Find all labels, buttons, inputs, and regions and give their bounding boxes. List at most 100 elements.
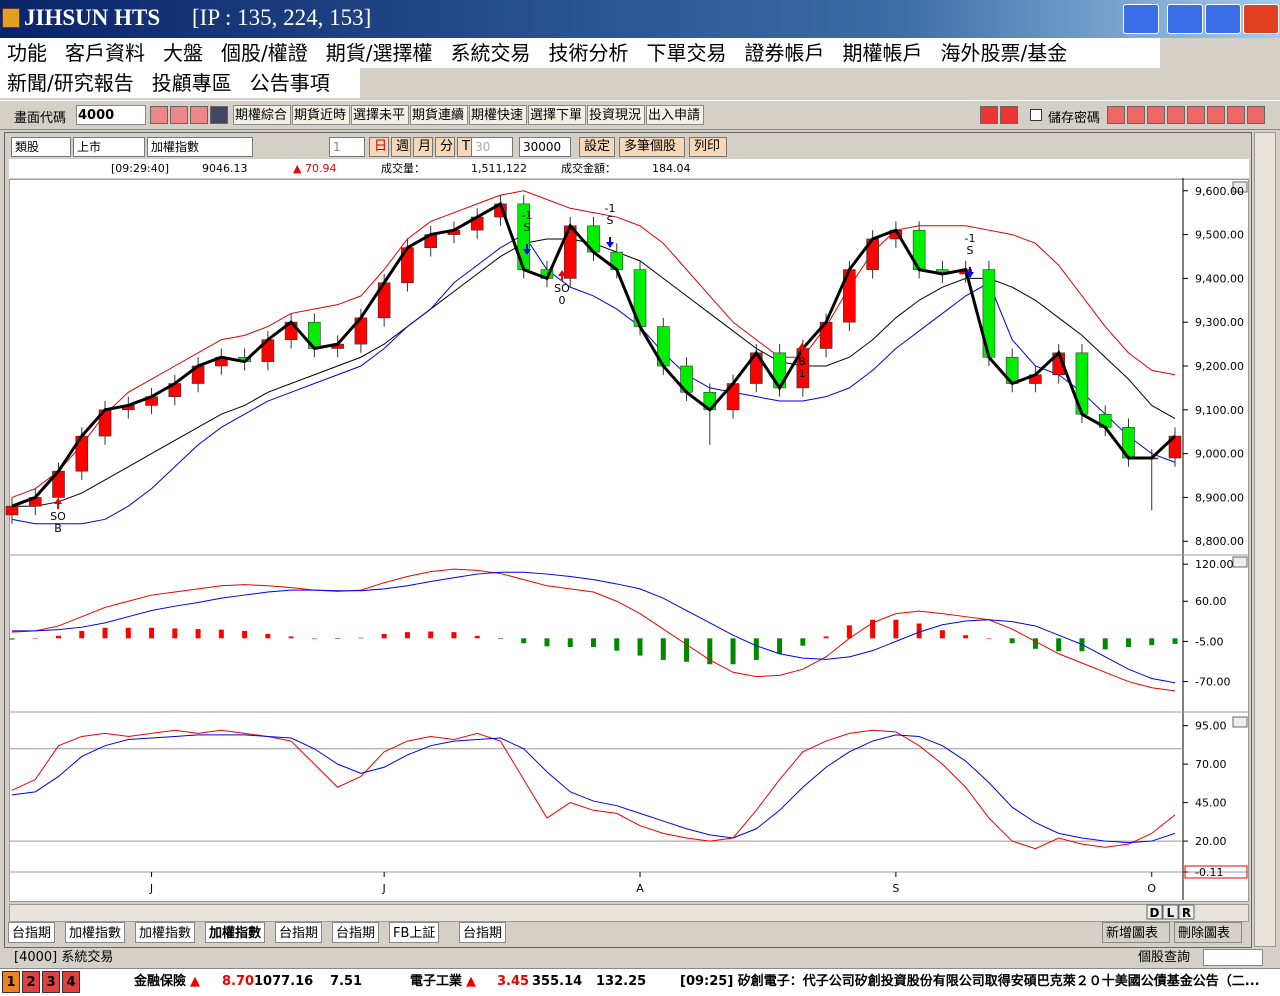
- stock-query[interactable]: 個股查詢: [1138, 950, 1191, 965]
- chart-tab[interactable]: 台指期: [8, 922, 56, 943]
- toolbar-button[interactable]: 期權綜合: [233, 105, 291, 125]
- amount: 184.04: [652, 162, 691, 175]
- tool-icon[interactable]: [1107, 106, 1125, 124]
- menu-item[interactable]: 期權帳戶: [842, 41, 923, 65]
- menu-item[interactable]: 個股/權證: [221, 41, 308, 65]
- menu-item[interactable]: 期貨/選擇權: [325, 41, 433, 65]
- menu-item[interactable]: 功能: [7, 41, 47, 65]
- chart-button[interactable]: 刪除圖表: [1174, 922, 1242, 943]
- chart-tab[interactable]: 加權指數: [65, 922, 126, 943]
- menu-row: 功能 客戶資料 大盤 個股/權證 期貨/選擇權 系統交易 技術分析 下單交易 證券帳戶 期權帳戶海…: [0, 38, 1160, 68]
- select-box[interactable]: 加權指數: [147, 137, 253, 157]
- macd-bar: [381, 633, 387, 639]
- macd-bar: [1149, 638, 1155, 646]
- period-button[interactable]: 日: [369, 137, 389, 157]
- macd-bar: [32, 638, 38, 639]
- control-button[interactable]: 設定: [579, 137, 615, 157]
- close-button[interactable]: [1243, 4, 1279, 34]
- period-button[interactable]: 週: [391, 137, 411, 157]
- macd-bar: [102, 627, 108, 639]
- spin-box[interactable]: 1: [329, 137, 365, 157]
- toolbar-button[interactable]: 投資現況: [587, 105, 645, 125]
- chart-tab[interactable]: 台指期: [459, 922, 507, 943]
- chart-tab[interactable]: 加權指數: [135, 922, 196, 943]
- toolbar-button[interactable]: 期貨連續: [410, 105, 468, 125]
- menu-item[interactable]: 投顧專區: [151, 71, 232, 95]
- macd-bar: [846, 625, 852, 639]
- macd-bar: [265, 633, 271, 639]
- period-button[interactable]: 分: [435, 137, 455, 157]
- pane-menu-button: [1232, 556, 1248, 568]
- toolbar-icon[interactable]: [170, 106, 188, 124]
- tool-icon[interactable]: [1167, 106, 1185, 124]
- volume-label: 成交量：: [381, 162, 425, 175]
- toolbar-button[interactable]: 期權快速: [469, 105, 527, 125]
- select-box[interactable]: 類股: [11, 137, 71, 157]
- count-box[interactable]: 30000: [519, 137, 571, 157]
- menu-item[interactable]: 大盤: [163, 41, 203, 65]
- task-tab[interactable]: [4000] 系統交易: [14, 950, 114, 965]
- chart-tab[interactable]: 台指期: [275, 922, 323, 943]
- nav-icon[interactable]: [1000, 106, 1018, 124]
- toolbar-icon[interactable]: [190, 106, 208, 124]
- macd-bar: [730, 638, 736, 665]
- tool-icon[interactable]: [1187, 106, 1205, 124]
- chart-button[interactable]: 新增圖表: [1102, 922, 1170, 943]
- menu-item[interactable]: 海外股票/基金: [940, 41, 1068, 65]
- macd-bar: [521, 638, 527, 644]
- nav-icon[interactable]: [980, 106, 998, 124]
- news-ticker: [09:25] 矽創電子：代子公司矽創投資股份有限公司取得安碩巴克萊２０十美國公…: [680, 974, 1260, 989]
- pane-menu-button: [1232, 181, 1248, 193]
- menu-item[interactable]: 公告事項: [249, 71, 330, 95]
- menu-item[interactable]: 新聞/研究報告: [7, 71, 134, 95]
- menu-item[interactable]: 技術分析: [548, 41, 629, 65]
- toolbar-button[interactable]: 出入申請: [646, 105, 704, 125]
- code-input[interactable]: 4000: [76, 105, 146, 125]
- amount-label: 成交金額：: [561, 162, 616, 175]
- signal-label: S: [967, 244, 974, 257]
- toolbar-button[interactable]: 期貨近時: [292, 105, 350, 125]
- chart-tab[interactable]: 加權指數: [205, 922, 266, 943]
- vertical-scrollbar[interactable]: [1254, 132, 1276, 947]
- control-button[interactable]: 列印: [689, 137, 727, 157]
- macd-bar: [777, 638, 783, 654]
- y-tick-label: 8,800.00: [1195, 535, 1244, 548]
- control-button[interactable]: 多筆個股: [619, 137, 685, 157]
- query-input[interactable]: [1203, 949, 1263, 966]
- maximize-button[interactable]: [1205, 4, 1241, 34]
- y-tick-label: 9,100.00: [1195, 404, 1244, 417]
- signal-label: S: [607, 214, 614, 227]
- tool-icon[interactable]: [1247, 106, 1265, 124]
- page-button[interactable]: 2: [22, 971, 40, 993]
- period-button[interactable]: 月: [413, 137, 433, 157]
- page-button[interactable]: 1: [2, 971, 20, 993]
- toolbar-button[interactable]: 選擇下單: [528, 105, 586, 125]
- tool-icon[interactable]: [1147, 106, 1165, 124]
- toolbar-icon[interactable]: [150, 106, 168, 124]
- menu-item[interactable]: 系統交易: [450, 41, 531, 65]
- menu-item[interactable]: 證券帳戶: [744, 41, 825, 65]
- toolbar-button[interactable]: 選擇未平: [351, 105, 409, 125]
- restore-size-button[interactable]: [1123, 4, 1159, 34]
- menu-item[interactable]: 客戶資料: [65, 41, 145, 65]
- sell-arrow: [606, 237, 614, 248]
- chart-tab[interactable]: 台指期: [332, 922, 380, 943]
- macd-bar: [195, 629, 201, 639]
- macd-bar: [149, 627, 155, 639]
- tool-icon[interactable]: [1127, 106, 1145, 124]
- page-button[interactable]: 4: [62, 971, 80, 993]
- page-button[interactable]: 3: [42, 971, 60, 993]
- minimize-button[interactable]: [1167, 4, 1203, 34]
- tool-icon[interactable]: [1227, 106, 1245, 124]
- scroll-tool-label: R: [1182, 906, 1191, 920]
- period-value[interactable]: 30: [471, 137, 513, 157]
- select-box[interactable]: 上市: [73, 137, 145, 157]
- toolbar-icon[interactable]: [210, 106, 228, 124]
- volume: 1,511,122: [471, 162, 527, 175]
- chart-tab[interactable]: FB上証: [389, 922, 440, 943]
- close-line: [11, 201, 1177, 508]
- horizontal-scrollbar[interactable]: [9, 904, 1249, 922]
- tool-icon[interactable]: [1207, 106, 1225, 124]
- menu-item[interactable]: 下單交易: [646, 41, 727, 65]
- save-pwd-checkbox[interactable]: [1030, 109, 1042, 121]
